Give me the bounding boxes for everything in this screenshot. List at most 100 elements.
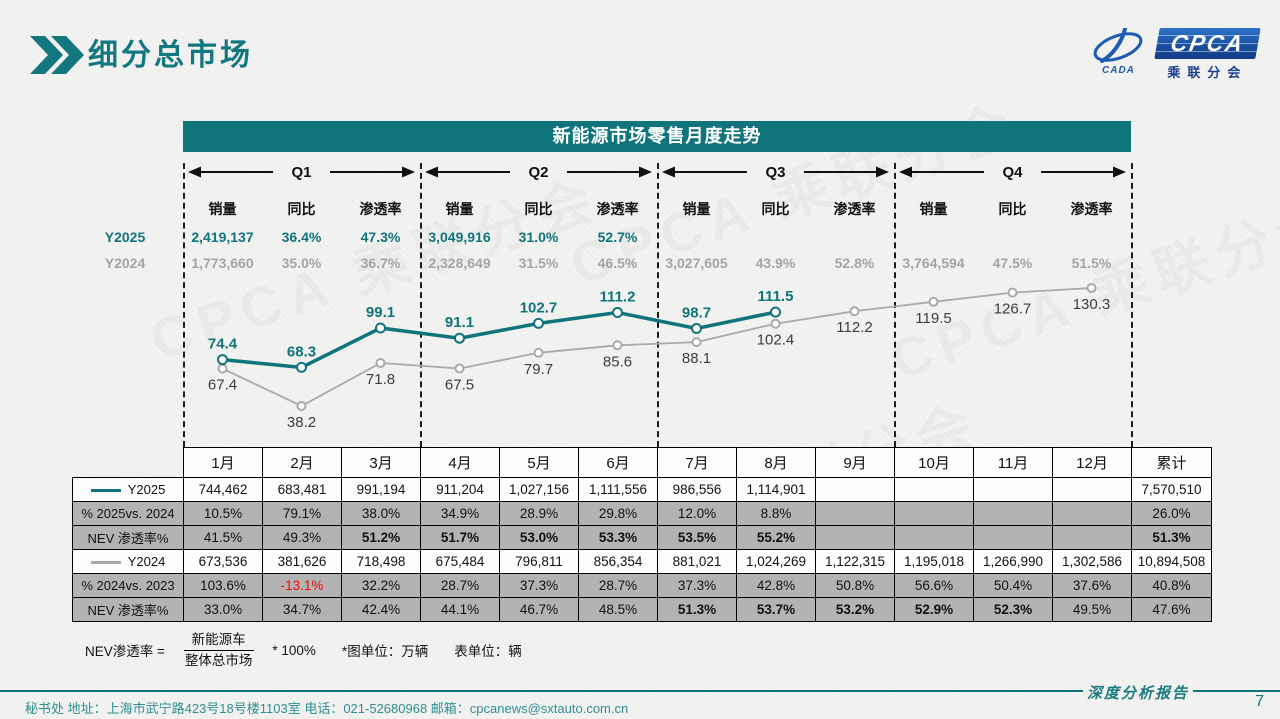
quarter-value: 31.5% <box>518 255 559 271</box>
table-cell: 1,122,315 <box>815 549 895 574</box>
table-cell: 53.5% <box>657 525 737 550</box>
table-cell: 49.5% <box>1052 597 1132 622</box>
table-row: % 2025vs. 2024 10.5% 79.1% 38.0% 34.9% 28.9% 2… <box>72 501 1212 526</box>
cpca-brand-text: CPCA <box>1168 30 1247 56</box>
table-cell: 1,195,018 <box>894 549 974 574</box>
table-cell: 12.0% <box>657 501 737 526</box>
table-cell: 718,498 <box>341 549 421 574</box>
table-cell: 53.7% <box>736 597 816 622</box>
table-header-row: 1月 2月 3月 4月 5月 6月 7月 8月 9月 10月 11月 12月 累计 <box>73 447 1212 478</box>
column-header: 10月 <box>894 447 974 478</box>
table-cell: 41.5% <box>183 525 263 550</box>
table-cell: 52.3% <box>973 597 1053 622</box>
footnote-table-unit: 表单位：辆 <box>454 644 522 660</box>
data-point <box>770 306 781 318</box>
series-label-y2025: Y2025 <box>104 229 146 245</box>
dashed-line <box>894 163 896 447</box>
data-point <box>217 363 228 374</box>
table-cell: 51.3% <box>657 597 737 622</box>
quarter-values-y2025: 3,049,916 31.0% 52.7% <box>420 229 657 245</box>
footer-address: 秘书处 地址：上海市武宁路423号18号楼1103室 电话：021-526809… <box>25 701 629 716</box>
table-cell <box>894 501 974 526</box>
footnote-lhs: NEV渗透率 = <box>85 644 165 660</box>
table-cell <box>1052 525 1132 550</box>
line-chart: 67.4 38.2 71.8 67.5 79.7 85.6 88.1 102.4 112.2 11… <box>183 270 1131 447</box>
quarter-label: Q3 <box>765 164 785 181</box>
table-cell <box>1052 477 1132 502</box>
chart-svg: 67.4 38.2 71.8 67.5 79.7 85.6 88.1 102.4 112.2 11… <box>208 283 1111 431</box>
table-cell: 44.1% <box>420 597 500 622</box>
quarter-value: 36.7% <box>360 255 401 271</box>
footnote-rhs: * 100% <box>272 642 316 658</box>
table-cell: 34.7% <box>262 597 342 622</box>
table-cell: 986,556 <box>657 477 737 502</box>
table-cell: 1,302,586 <box>1052 549 1132 574</box>
table-cell: 28.7% <box>420 573 500 598</box>
table-cell: 55.2% <box>736 525 816 550</box>
table-cell: 1,266,990 <box>973 549 1053 574</box>
data-label: 85.6 <box>603 353 632 370</box>
page-title: 细分总市场 <box>88 39 253 72</box>
cpca-logo: CADA CPCA 乘联分会 <box>1089 28 1261 81</box>
table-cell: 103.6% <box>183 573 263 598</box>
quarter-block: Q2 销量 同比 渗透率 3,049,916 31.0% 52.7% 2,328,649 31.… <box>420 163 657 271</box>
table-cell: 26.0% <box>1131 501 1212 526</box>
cpca-emblem-icon: CADA <box>1093 28 1143 76</box>
table-row: NEV 渗透率% 33.0% 34.7% 42.4% 44.1% 46.7% 48.5% 51… <box>72 597 1212 622</box>
footer-report-label: 深度分析报告 <box>1086 686 1189 702</box>
quarter-block: Q3 销量 同比 渗透率 3,027,605 43.9% 52.8% <box>657 163 894 271</box>
double-chevron-icon <box>30 36 84 74</box>
table-cell: 991,194 <box>341 477 421 502</box>
quarter-value: 36.4% <box>281 229 322 245</box>
table-cell: 881,021 <box>657 549 737 574</box>
dashed-line <box>1131 163 1133 447</box>
table-cell: 47.6% <box>1131 597 1212 622</box>
data-label: 88.1 <box>682 350 711 367</box>
data-point <box>533 347 544 358</box>
table-cell: 50.8% <box>815 573 895 598</box>
table-cell: 48.5% <box>578 597 658 622</box>
table-cell: 52.9% <box>894 597 974 622</box>
row-label: % 2024vs. 2023 <box>72 573 184 598</box>
table-cell <box>815 525 895 550</box>
emblem-text: CADA <box>1102 65 1135 76</box>
table-cell <box>973 525 1053 550</box>
quarter-value: 渗透率 <box>1070 201 1113 217</box>
column-header: 1月 <box>183 447 263 478</box>
data-point <box>1007 287 1018 298</box>
quarter-value: 3,049,916 <box>428 229 491 245</box>
table-cell: 33.0% <box>183 597 263 622</box>
table-cell: 29.8% <box>578 501 658 526</box>
monthly-data-table: 1月 2月 3月 4月 5月 6月 7月 8月 9月 10月 11月 12月 累计 Y2025 744,46… <box>72 447 1212 622</box>
data-label: 79.7 <box>524 361 553 378</box>
quarter-value: 渗透率 <box>596 201 639 217</box>
data-point <box>691 323 702 334</box>
table-cell <box>815 477 895 502</box>
data-label: 102.7 <box>520 299 558 316</box>
quarter-value: 52.7% <box>597 229 638 245</box>
quarter-value: 同比 <box>761 201 790 217</box>
cpca-subtitle: 乘联分会 <box>1167 65 1248 80</box>
quarter-column-headers: 销量 同比 渗透率 <box>894 199 1131 219</box>
table-cell: 673,536 <box>183 549 263 574</box>
table-cell: 42.4% <box>341 597 421 622</box>
table-row: % 2024vs. 2023 103.6% -13.1% 32.2% 28.7% 37.3… <box>72 573 1212 598</box>
table-cell: 49.3% <box>262 525 342 550</box>
legend-line <box>90 489 121 493</box>
table-cell: 1,114,901 <box>736 477 816 502</box>
table-cell: 34.9% <box>420 501 500 526</box>
column-header: 12月 <box>1052 447 1132 478</box>
row-label: NEV 渗透率% <box>72 525 184 550</box>
quarter-block: Q4 销量 同比 渗透率 3,764,594 47.5% 51.5% <box>894 163 1131 271</box>
table-cell: 37.3% <box>657 573 737 598</box>
data-point <box>375 322 386 334</box>
quarter-span-arrow: Q1 <box>188 164 415 181</box>
table-corner-cell <box>73 448 184 478</box>
data-label: 130.3 <box>1073 296 1111 313</box>
table-cell: 37.3% <box>499 573 579 598</box>
series-line-Y2025 <box>222 310 776 370</box>
chart-title-bar: 新能源市场零售月度走势 <box>183 121 1131 152</box>
quarter-span-arrow: Q2 <box>425 164 652 181</box>
table-cell: 50.4% <box>973 573 1053 598</box>
